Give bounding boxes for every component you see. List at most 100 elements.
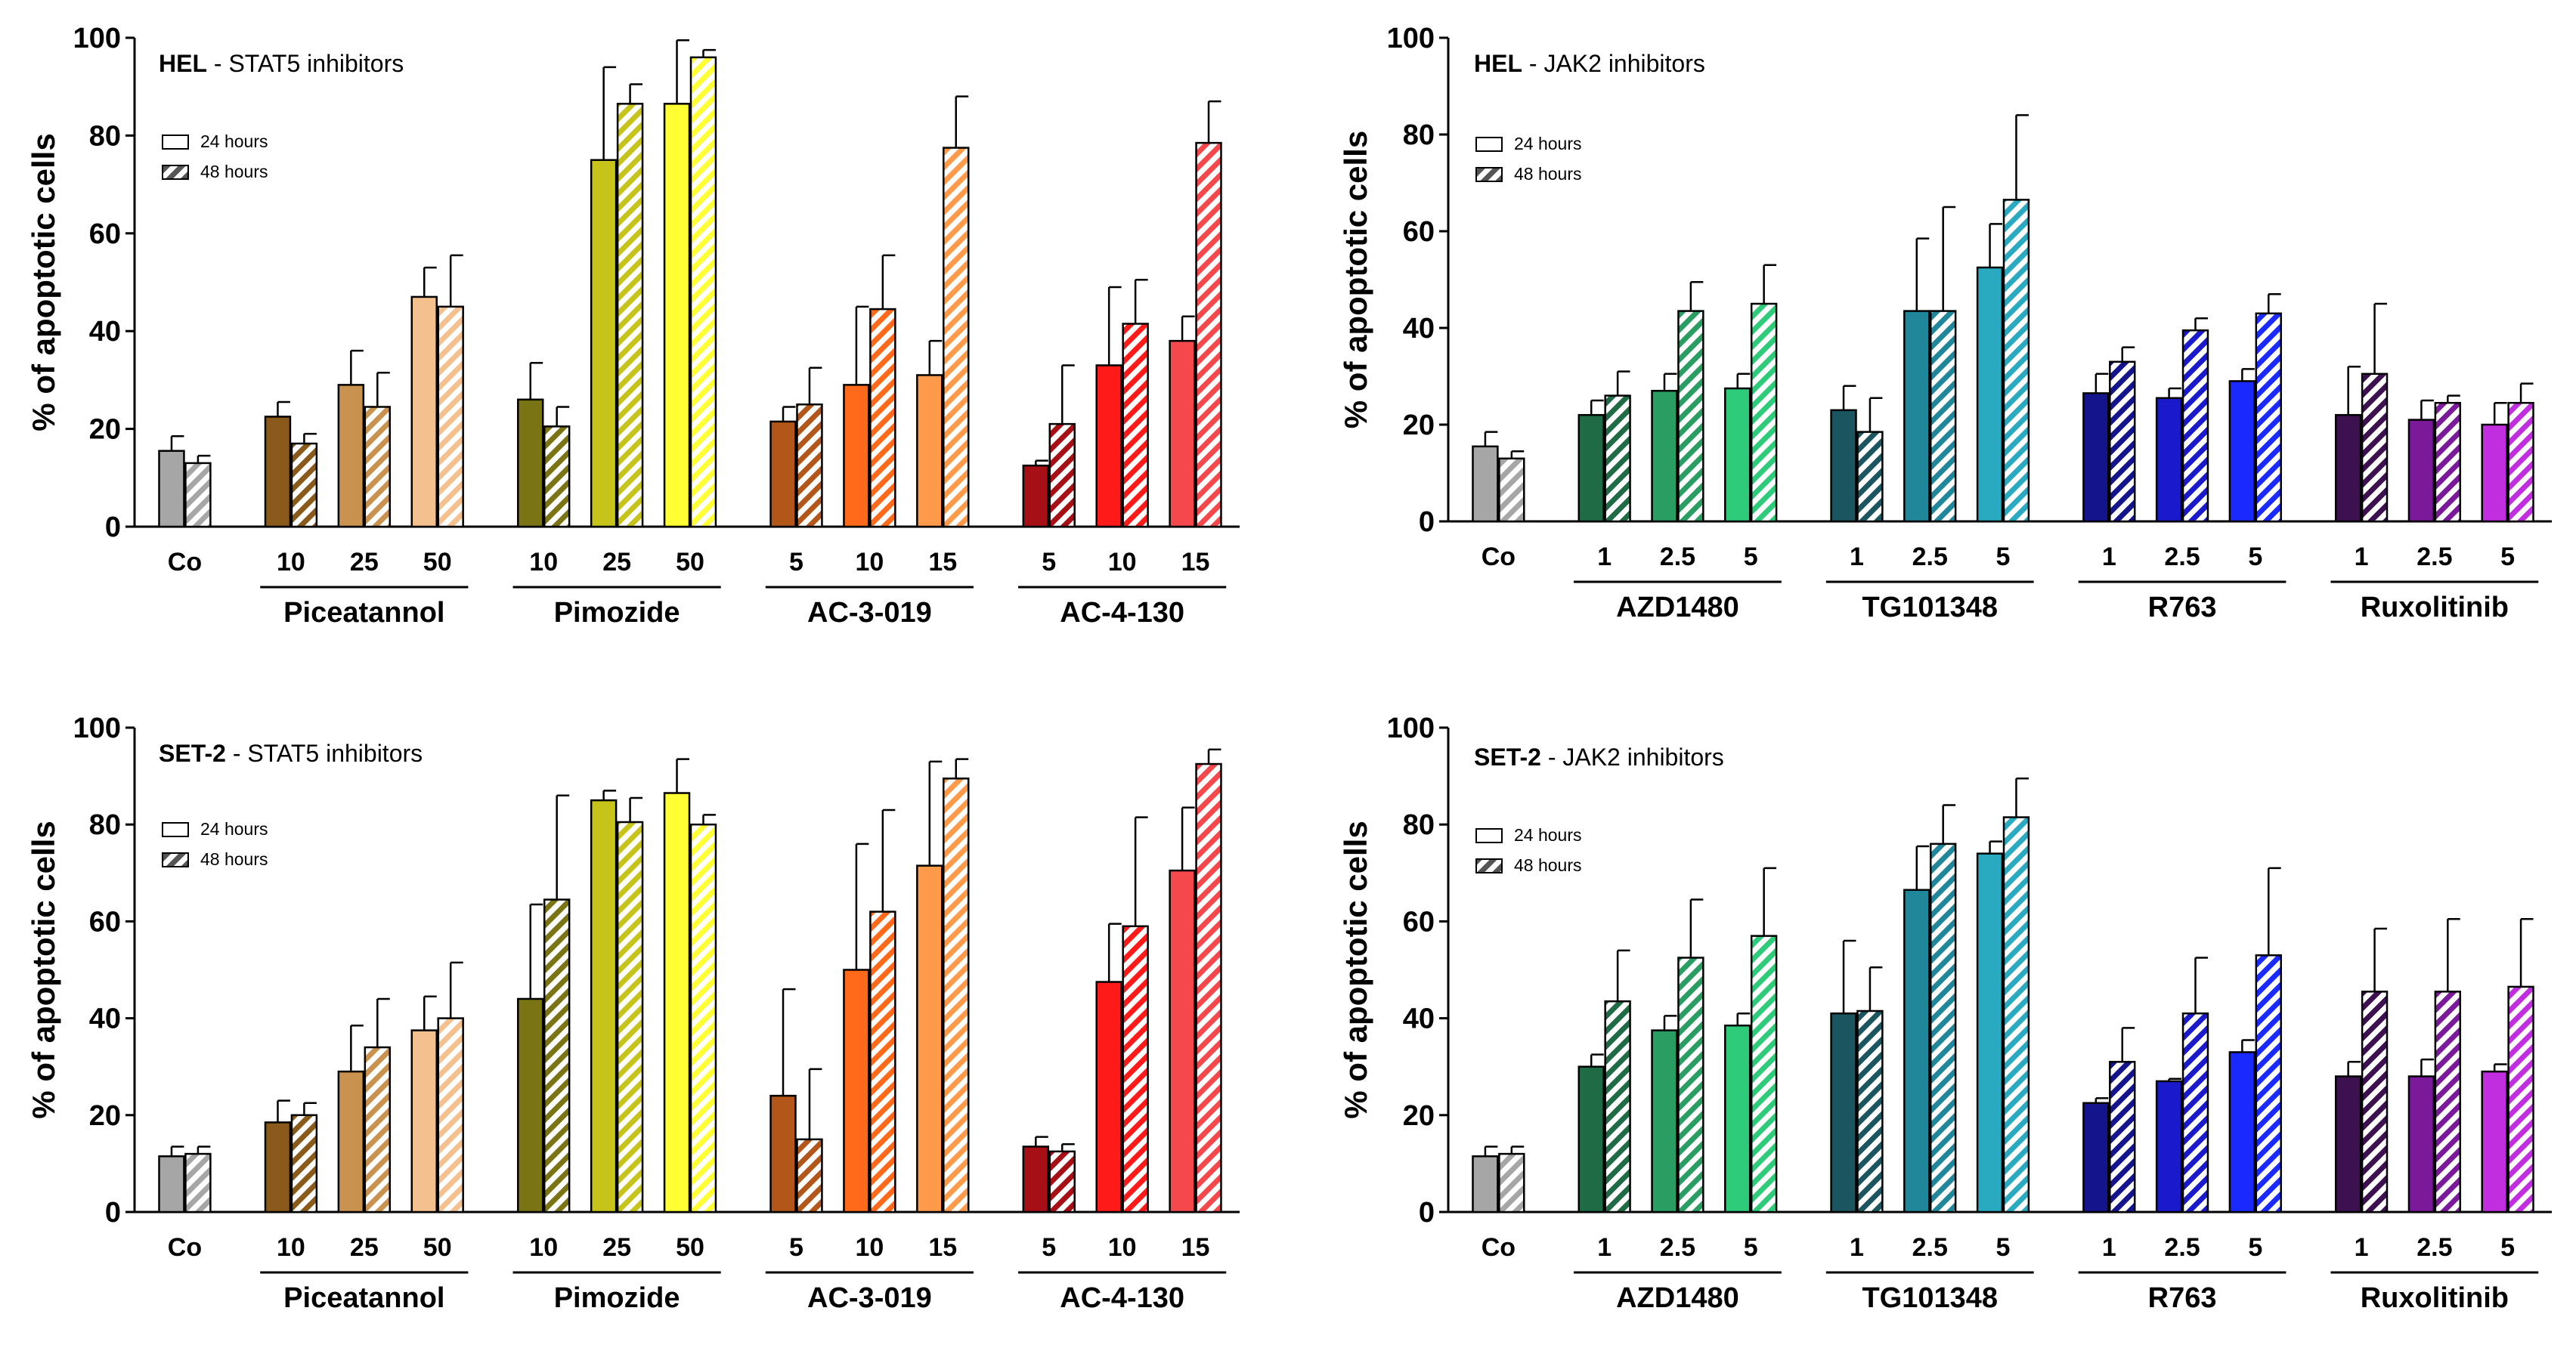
bar-48h-Piceatannol-25 [364, 1046, 392, 1214]
bar-24h-Ruxolitinib-2.5 [2407, 1075, 2435, 1214]
bar-24h-TG101348-5 [1976, 266, 2004, 523]
bar-24h-control-Co [1472, 445, 1499, 523]
bar-48h-AC-4-130-5 [1048, 1150, 1076, 1214]
y-tick-label: 0 [105, 512, 121, 543]
group-label: Pimozide [554, 1282, 680, 1314]
x-tick-label: 50 [423, 548, 452, 577]
panel-title: HEL - JAK2 inhibitors [1474, 50, 1705, 77]
bar-48h-Ruxolitinib-5 [2507, 401, 2534, 523]
bar-48h-TG101348-5 [2002, 199, 2030, 523]
y-tick-label: 40 [89, 316, 121, 348]
x-tick-label: 5 [2248, 543, 2262, 571]
panel-title-cell-line: HEL [159, 50, 207, 77]
y-tick-label: 100 [1387, 713, 1435, 744]
bar-24h-Piceatannol-50 [410, 295, 438, 528]
bar-24h-AZD1480-2.5 [1651, 389, 1678, 523]
group-label: Piceatannol [283, 1282, 444, 1314]
x-tick-label: 25 [602, 1233, 631, 1262]
legend: 24 hours 48 hours [162, 819, 268, 869]
x-tick-label: 2.5 [1912, 1233, 1948, 1262]
bar-24h-R763-5 [2228, 1051, 2256, 1214]
bar-48h-R763-1 [2109, 1061, 2136, 1214]
bar-48h-Pimozide-50 [689, 823, 717, 1214]
x-tick-label: 5 [1744, 1233, 1758, 1262]
bar-48h-AZD1480-1 [1604, 1000, 1631, 1214]
y-tick-label: 80 [89, 809, 121, 841]
legend-swatch-24h [162, 822, 189, 837]
bar-48h-control-Co [1498, 1152, 1525, 1214]
y-tick-label: 100 [73, 23, 121, 54]
bar-48h-R763-5 [2255, 312, 2282, 523]
y-tick-label: 40 [1403, 313, 1435, 345]
legend-swatch-48h [1475, 167, 1503, 182]
bar-24h-Piceatannol-25 [337, 384, 365, 528]
legend-swatch-24h [1475, 828, 1503, 843]
bar-48h-AZD1480-5 [1750, 935, 1778, 1214]
bar-48h-Ruxolitinib-2.5 [2434, 991, 2462, 1214]
bar-24h-TG101348-1 [1830, 409, 1857, 523]
panel-title: SET-2 - STAT5 inhibitors [159, 740, 423, 767]
bar-24h-AC-4-130-10 [1095, 981, 1122, 1214]
group-label: Ruxolitinib [2361, 592, 2509, 623]
y-tick-label: 80 [1403, 119, 1435, 151]
bar-24h-AZD1480-1 [1577, 413, 1605, 523]
bar-48h-Piceatannol-10 [290, 1114, 318, 1214]
bar-24h-Ruxolitinib-5 [2481, 1070, 2508, 1214]
group-label: AZD1480 [1616, 592, 1739, 623]
group-label: AC-3-019 [807, 597, 932, 629]
x-tick-label: 10 [855, 1233, 884, 1262]
bar-48h-R763-5 [2255, 954, 2282, 1214]
bar-48h-TG101348-1 [1856, 431, 1884, 523]
legend-swatch-48h [162, 852, 189, 867]
group-label: AZD1480 [1616, 1282, 1739, 1314]
bar-48h-Pimozide-25 [616, 821, 644, 1214]
x-tick-label: 5 [1042, 548, 1056, 577]
x-tick-label: 50 [676, 1233, 704, 1262]
y-tick-label: 60 [89, 218, 121, 250]
bar-48h-TG101348-5 [2002, 816, 2030, 1214]
legend-swatch-48h [1475, 858, 1503, 873]
x-tick-label: 15 [1181, 548, 1210, 577]
group-label: AC-4-130 [1060, 1282, 1184, 1314]
bar-48h-control-Co [184, 462, 212, 528]
legend-label-48h: 48 hours [1514, 164, 1582, 184]
bar-24h-Piceatannol-25 [337, 1070, 365, 1214]
bar-24h-AC-4-130-10 [1095, 364, 1122, 528]
legend-label-24h: 24 hours [200, 131, 268, 151]
chart-panel-1: 0 20 40 60 80 100 % of apoptotic cells HEL - ST… [26, 23, 1240, 629]
bar-24h-AC-4-130-15 [1169, 869, 1196, 1214]
bar-24h-AZD1480-1 [1577, 1065, 1605, 1214]
legend-label-24h: 24 hours [1514, 825, 1582, 845]
bar-48h-AC-3-019-10 [869, 308, 896, 528]
group-label: Piceatannol [283, 597, 444, 629]
panel-title-cell-line: HEL [1474, 50, 1522, 77]
x-tick-label: 1 [1597, 1233, 1612, 1262]
group-label: R763 [2148, 592, 2217, 623]
group-label: AC-4-130 [1060, 597, 1184, 629]
x-tick-label: 15 [928, 1233, 957, 1262]
x-tick-label: 2.5 [2164, 1233, 2200, 1262]
bar-48h-R763-2.5 [2181, 1012, 2209, 1214]
y-tick-label: 60 [1403, 216, 1435, 248]
bar-24h-AZD1480-5 [1724, 1024, 1751, 1214]
y-tick-label: 20 [89, 414, 121, 446]
y-tick-label: 40 [89, 1003, 121, 1035]
bar-24h-AC-3-019-15 [916, 864, 943, 1214]
legend-swatch-48h [162, 165, 189, 180]
panel-title-suffix: - STAT5 inhibitors [207, 50, 404, 77]
bar-48h-AC-3-019-5 [796, 1138, 823, 1214]
legend-label-24h: 24 hours [1514, 134, 1582, 153]
bar-24h-AZD1480-2.5 [1651, 1029, 1678, 1214]
bar-48h-control-Co [184, 1152, 212, 1214]
panel-title-cell-line: SET-2 [1474, 744, 1541, 771]
x-tick-label: 2.5 [2164, 543, 2200, 571]
panel-title-suffix: - JAK2 inhibitors [1522, 50, 1705, 77]
x-tick-label: 15 [928, 548, 957, 577]
bar-48h-Pimozide-10 [543, 425, 571, 528]
x-tick-label: 2.5 [2417, 1233, 2452, 1262]
bar-24h-control-Co [1472, 1155, 1499, 1214]
panel-title-suffix: - STAT5 inhibitors [226, 740, 423, 767]
bar-48h-Pimozide-50 [689, 56, 717, 528]
legend: 24 hours 48 hours [1475, 134, 1582, 184]
